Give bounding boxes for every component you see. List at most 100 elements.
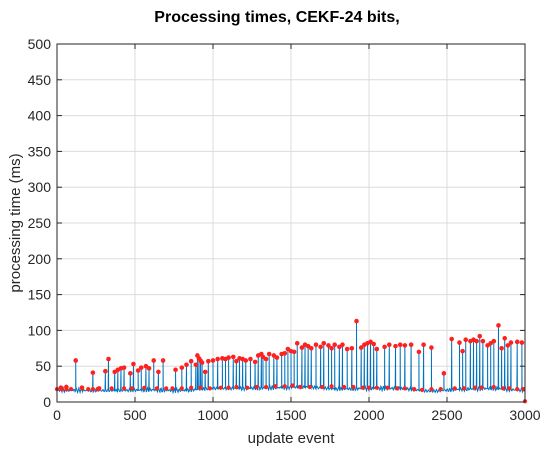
- baseline-marker: [412, 387, 417, 392]
- peak-marker: [202, 369, 208, 375]
- peak-marker: [138, 365, 144, 370]
- peak-marker: [402, 343, 408, 348]
- baseline-marker: [154, 386, 159, 391]
- baseline-marker: [462, 386, 467, 391]
- peak-marker: [146, 366, 152, 371]
- baseline-marker: [282, 384, 287, 389]
- peak-marker: [173, 367, 178, 373]
- peak-marker: [386, 342, 392, 348]
- y-tick-label: 50: [35, 358, 51, 374]
- peak-marker: [382, 344, 387, 350]
- baseline-marker: [298, 384, 303, 390]
- peak-marker: [131, 361, 136, 367]
- peak-marker: [156, 369, 161, 375]
- x-tick-label: 3000: [509, 407, 540, 423]
- peak-marker: [429, 345, 434, 350]
- y-tick-label: 300: [28, 179, 52, 195]
- x-tick-label: 1500: [275, 407, 306, 423]
- peak-marker: [508, 340, 514, 345]
- peak-marker: [160, 358, 166, 363]
- peak-marker: [329, 346, 334, 351]
- baseline-marker: [351, 384, 356, 390]
- peak-marker: [460, 348, 465, 354]
- baseline-marker: [320, 384, 325, 390]
- peak-marker: [179, 365, 185, 370]
- chart-title: Processing times, CEKF-24 bits,: [154, 9, 399, 26]
- peak-marker: [457, 340, 462, 345]
- baseline-marker: [394, 386, 400, 391]
- y-tick-label: 100: [28, 322, 52, 338]
- baseline-marker: [189, 385, 194, 390]
- peak-marker: [243, 358, 249, 363]
- peak-marker: [416, 349, 422, 355]
- peak-marker: [106, 356, 111, 362]
- peak-marker: [449, 336, 454, 342]
- peak-marker: [408, 342, 414, 348]
- baseline-marker: [164, 386, 169, 391]
- baseline-marker: [452, 386, 457, 391]
- peak-marker: [318, 344, 323, 350]
- y-tick-label: 500: [28, 36, 52, 52]
- peak-marker: [193, 362, 199, 368]
- peak-marker: [230, 354, 236, 360]
- baseline-marker: [245, 385, 250, 390]
- peak-marker: [358, 345, 364, 350]
- peak-marker: [234, 358, 239, 364]
- processing-time-line: [56, 321, 526, 402]
- peak-marker: [266, 351, 272, 357]
- baseline-marker: [263, 384, 269, 390]
- peak-marker: [332, 342, 337, 348]
- y-tick-label: 0: [43, 394, 51, 410]
- peak-marker: [313, 342, 319, 348]
- baseline-marker: [479, 385, 484, 390]
- x-tick-label: 0: [53, 407, 61, 423]
- baseline-marker: [129, 386, 134, 391]
- peak-marker: [135, 368, 141, 373]
- peak-marker: [502, 335, 508, 341]
- peak-marker: [299, 345, 305, 350]
- y-tick-label: 200: [28, 251, 52, 267]
- peak-marker: [206, 358, 211, 364]
- baseline-marker: [307, 384, 312, 390]
- peak-marker: [374, 346, 380, 352]
- peak-marker: [210, 358, 216, 363]
- peak-marker: [371, 341, 376, 347]
- peak-marker: [393, 343, 398, 349]
- peak-marker: [421, 342, 426, 348]
- baseline-marker: [207, 386, 212, 391]
- baseline-marker: [501, 386, 506, 391]
- baseline-marker: [515, 387, 520, 392]
- baseline-marker: [402, 386, 407, 391]
- baseline-marker: [429, 387, 434, 392]
- x-axis-ticks: 0 500 1000 1500 2000 2500 3000: [53, 44, 541, 423]
- peak-marker: [226, 355, 231, 360]
- x-tick-label: 2000: [353, 407, 384, 423]
- y-axis-ticks: 0 50 100 150 200 250 300 350 400 450 500: [28, 36, 525, 410]
- baseline-marker: [254, 384, 259, 390]
- peak-marker: [73, 358, 79, 363]
- peak-marker: [326, 343, 331, 348]
- baseline-marker: [179, 386, 184, 391]
- baseline-marker: [419, 387, 425, 392]
- peak-marker: [321, 340, 327, 346]
- baseline-marker: [472, 385, 478, 390]
- peak-marker: [441, 371, 447, 376]
- peak-marker: [274, 355, 280, 360]
- baseline-marker: [79, 386, 85, 391]
- peak-marker: [308, 346, 314, 351]
- baseline-marker: [521, 387, 526, 392]
- peak-marker: [519, 340, 525, 345]
- baseline-marker: [234, 384, 239, 390]
- baseline-marker: [64, 387, 69, 392]
- peak-marker: [340, 342, 345, 348]
- baseline-marker: [374, 385, 379, 390]
- baseline-marker: [341, 384, 347, 390]
- baseline-marker: [109, 386, 114, 391]
- peak-marker: [477, 333, 483, 339]
- peak-marker: [263, 356, 269, 362]
- peak-marker: [151, 358, 157, 363]
- peak-marker: [248, 356, 253, 362]
- peak-marker: [344, 346, 350, 352]
